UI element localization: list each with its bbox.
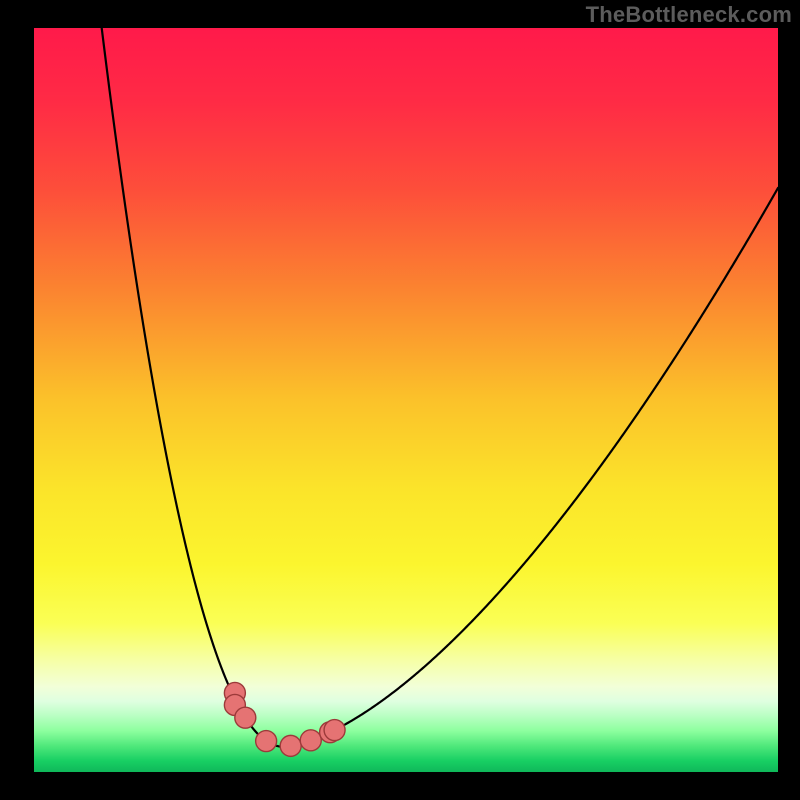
marker-dot <box>324 720 345 741</box>
chart-frame: TheBottleneck.com <box>0 0 800 800</box>
marker-dot <box>280 735 301 756</box>
marker-dot <box>235 707 256 728</box>
plot-area <box>34 28 778 772</box>
bottleneck-chart <box>34 28 778 772</box>
marker-dot <box>256 731 277 752</box>
marker-dot <box>300 730 321 751</box>
watermark-text: TheBottleneck.com <box>586 2 792 28</box>
gradient-background <box>34 28 778 772</box>
